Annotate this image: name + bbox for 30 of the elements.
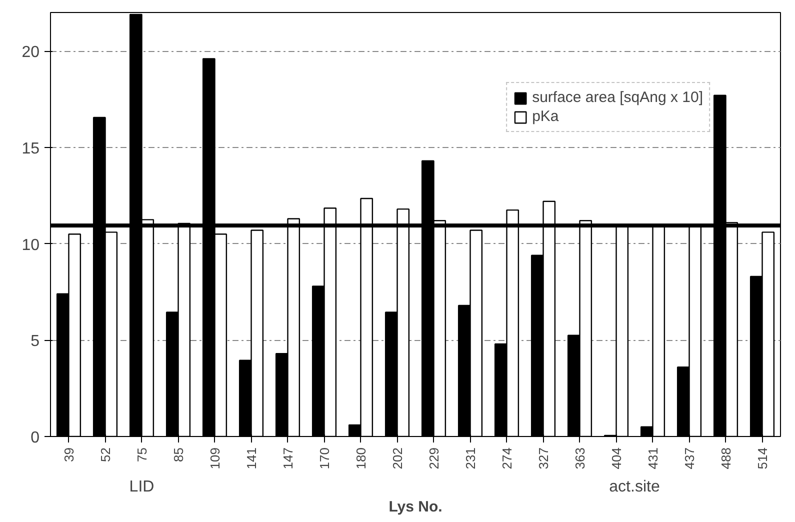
y-tick-label: 15 (22, 140, 40, 158)
text: act.site (609, 478, 660, 496)
x-axis-title: Lys No. (388, 498, 442, 516)
x-tick-label: 274 (499, 447, 514, 470)
x-tick-label: 363 (572, 447, 588, 470)
x-tick-label: 488 (718, 447, 734, 470)
x-tick-label: 109 (207, 447, 222, 470)
x-tick-label: 229 (426, 447, 442, 470)
legend-label: surface area [sqAng x 10] (532, 89, 703, 106)
x-tick-label: 404 (608, 447, 624, 470)
x-tick-label: 39 (61, 447, 76, 462)
x-tick-label: 141 (244, 447, 259, 470)
x-tick-label: 327 (536, 447, 551, 470)
y-tick-label: 5 (30, 333, 40, 350)
x-tick-label: 170 (316, 447, 332, 470)
x-tick-label: 147 (280, 447, 296, 470)
text: LID (129, 478, 154, 496)
x-tick-label: 514 (754, 447, 770, 470)
y-tick-label: 20 (22, 44, 40, 62)
x-tick-label: 52 (98, 447, 113, 462)
x-tick-label: 180 (353, 447, 368, 470)
x-tick-label: 437 (682, 447, 697, 470)
x-tick-label: 202 (390, 447, 405, 470)
legend-label: pKa (532, 108, 559, 125)
y-tick-label: 0 (30, 430, 40, 446)
x-tick-label: 431 (645, 447, 660, 470)
x-tick-label: 231 (462, 447, 478, 470)
y-tick-label: 10 (22, 236, 40, 254)
x-tick-label: 85 (170, 447, 186, 462)
x-tick-label: 75 (134, 447, 150, 462)
